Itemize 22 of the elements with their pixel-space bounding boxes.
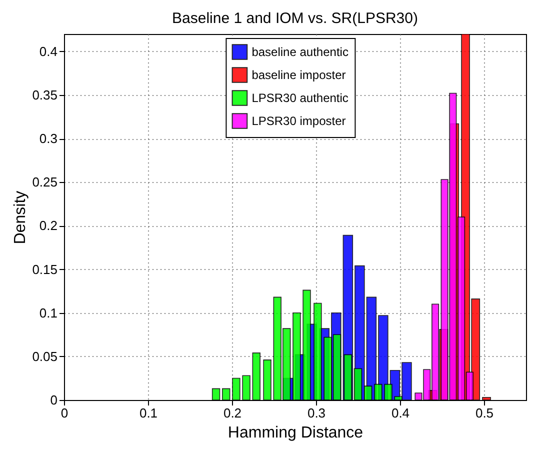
y-tick-label: 0.25 (32, 174, 58, 190)
legend-label: LPSR30 imposter (252, 114, 346, 128)
x-tick-label: 0.1 (139, 406, 158, 420)
x-tick-label: 0 (60, 406, 68, 420)
y-tick-label: 0.3 (39, 131, 58, 146)
x-axis-title: Hamming Distance (228, 424, 364, 442)
x-tick-label: 0.4 (391, 406, 410, 420)
y-axis-title: Density (12, 190, 30, 244)
y-tick-label: 0.15 (32, 262, 58, 277)
x-tick-label: 0.2 (223, 406, 242, 420)
y-tick-label: 0.35 (32, 88, 58, 102)
chart-title: Baseline 1 and IOM vs. SR(LPSR30) (172, 10, 418, 27)
y-tick-label: 0.2 (39, 218, 58, 234)
x-tick-label: 0.5 (475, 406, 494, 420)
y-tick-label: 0.4 (39, 44, 58, 59)
y-tick-label: 0.05 (32, 348, 58, 364)
x-tick-label: 0.3 (307, 406, 326, 420)
y-tick-label: 0 (50, 392, 58, 408)
y-tick-label: 0.1 (39, 305, 58, 320)
legend-label: LPSR30 authentic (252, 91, 348, 105)
legend-label: baseline authentic (252, 45, 348, 59)
legend-label: baseline imposter (252, 68, 346, 82)
